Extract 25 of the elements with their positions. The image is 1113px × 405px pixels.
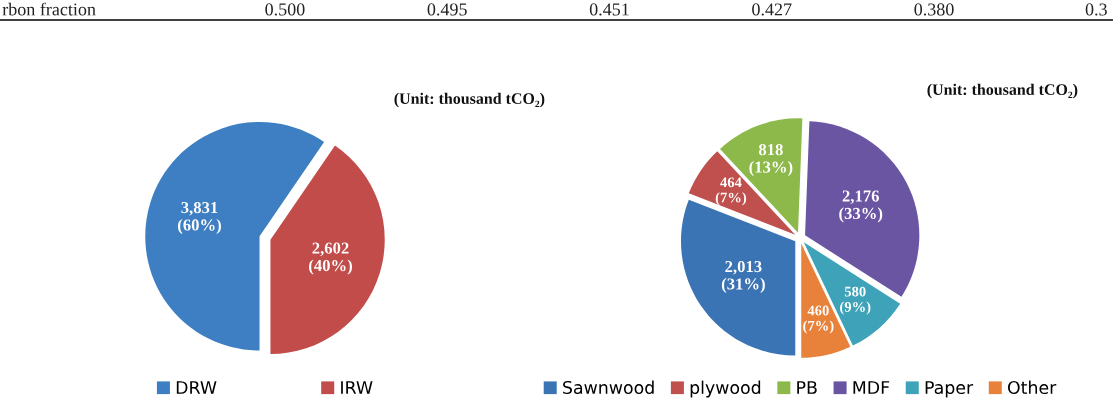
text: (Unit: thousand tCO₂) <box>394 92 545 108</box>
legend-label: DRW <box>176 381 217 394</box>
data-label: 2,013 (31%) <box>721 260 765 293</box>
legend-label: plywood <box>690 380 761 398</box>
text: 0.495 <box>427 3 467 16</box>
data-label: 2,602 (40%) <box>309 242 352 275</box>
chart-title: (Unit: thousand tCO₂) <box>927 83 1078 99</box>
data-label: 580 (9%) <box>840 286 871 315</box>
data-label: 2,176 (33%) <box>839 190 883 223</box>
legend-label: Other <box>1007 380 1057 395</box>
text: 0.3 <box>1085 3 1107 16</box>
text: 0.427 <box>752 3 792 16</box>
legend-label: Sawnwood <box>563 380 654 395</box>
data-label: 3,831 (60%) <box>178 201 221 234</box>
data-label: 460 (7%) <box>803 305 834 334</box>
data-label: 464 (7%) <box>715 177 747 206</box>
text: rbon fraction <box>2 2 96 16</box>
text: 0.451 <box>589 3 629 16</box>
text: 0.380 <box>914 3 954 16</box>
legend-label: PB <box>797 381 817 394</box>
text: 0.500 <box>265 3 305 16</box>
legend-label: Paper <box>925 381 974 398</box>
data-label: 818 (13%) <box>749 144 793 177</box>
legend-label: MDF <box>853 381 890 394</box>
legend-label: IRW <box>341 381 373 394</box>
